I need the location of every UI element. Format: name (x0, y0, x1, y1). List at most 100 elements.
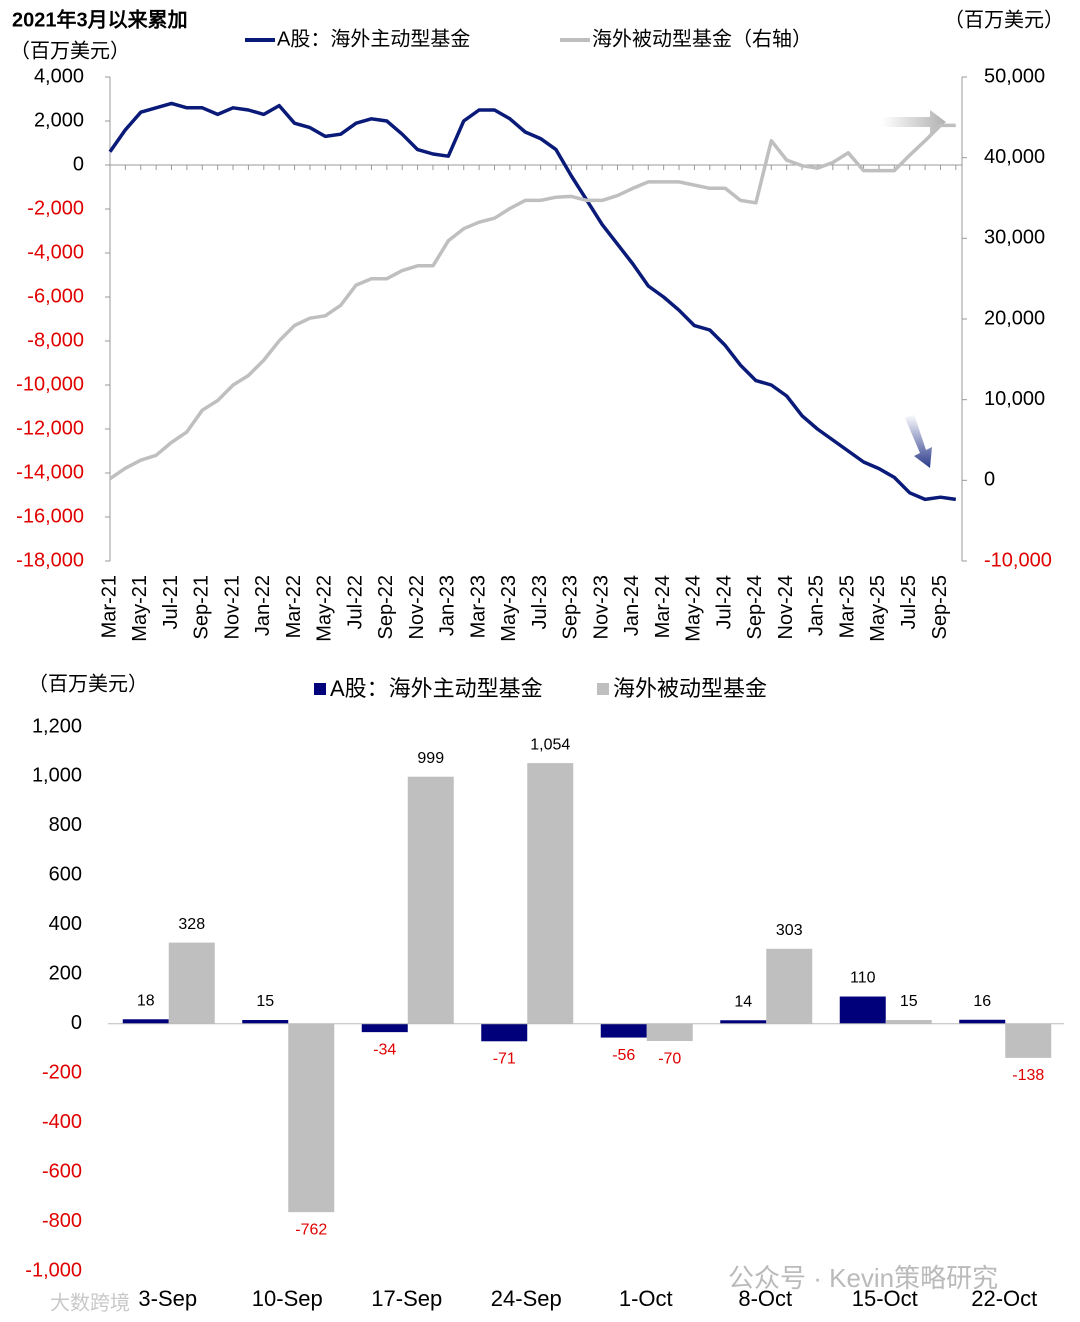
x-tick-label: Jul-21 (160, 575, 182, 629)
y-tick-label: -200 (42, 1061, 82, 1083)
y-axis-label: （百万美元） (28, 672, 148, 695)
x-tick-label: 3-Sep (138, 1286, 197, 1311)
y2-tick-label: 30,000 (984, 227, 1045, 249)
y-tick-label: -16,000 (16, 505, 84, 527)
y-tick-label: -800 (42, 1210, 82, 1232)
bar (527, 763, 574, 1024)
x-tick-label: Jan-23 (437, 575, 459, 636)
y-tick-label: 1,000 (32, 765, 82, 787)
y-tick-label: 2,000 (34, 109, 84, 131)
x-tick-label: Mar-22 (283, 575, 305, 638)
x-tick-label: Nov-23 (590, 575, 612, 639)
y-tick-label: -12,000 (16, 417, 84, 439)
value-label: -70 (658, 1050, 681, 1067)
line-series (109, 123, 956, 481)
bar (885, 1020, 932, 1024)
x-tick-label: Jul-25 (898, 575, 920, 629)
y2-tick-label: 50,000 (984, 65, 1045, 87)
x-tick-label: Sep-25 (929, 575, 951, 640)
bar (407, 776, 454, 1024)
x-tick-label: 8-Oct (738, 1286, 792, 1311)
x-tick-label: Nov-21 (221, 575, 243, 639)
x-tick-label: 1-Oct (619, 1286, 673, 1311)
y-tick-label: -2,000 (27, 197, 84, 219)
legend-swatch (314, 683, 326, 695)
x-tick-label: Nov-22 (406, 575, 428, 639)
value-label: -138 (1012, 1067, 1044, 1084)
bar (288, 1023, 335, 1213)
y-tick-label: 800 (49, 814, 82, 836)
y-tick-label: -6,000 (27, 285, 84, 307)
x-tick-label: Sep-22 (375, 575, 397, 640)
y-tick-label: 600 (49, 864, 82, 886)
bar (242, 1020, 289, 1024)
bar (361, 1023, 408, 1033)
bar (481, 1023, 528, 1042)
y-tick-label: -18,000 (16, 549, 84, 571)
y2-tick-label: -10,000 (984, 549, 1052, 571)
x-tick-label: May-24 (683, 575, 705, 642)
x-tick-label: May-23 (498, 575, 520, 642)
bar (122, 1019, 169, 1024)
y-tick-label: 200 (49, 963, 82, 985)
value-label: 15 (256, 993, 274, 1010)
y-tick-label: 0 (73, 153, 84, 175)
y-tick-label: -14,000 (16, 461, 84, 483)
y2-tick-label: 10,000 (984, 388, 1045, 410)
x-tick-label: 24-Sep (491, 1286, 562, 1311)
value-label: 303 (776, 922, 803, 939)
bar (646, 1023, 693, 1042)
legend-label: A股：海外主动型基金 (277, 27, 470, 50)
value-label: -56 (612, 1047, 635, 1064)
x-tick-label: Jul-23 (529, 575, 551, 629)
bar (959, 1019, 1006, 1024)
value-label: 1,054 (530, 736, 570, 753)
watermark: 大数跨境 (50, 1291, 130, 1314)
x-tick-label: Jul-24 (713, 575, 735, 629)
value-label: -34 (373, 1041, 396, 1058)
y2-tick-label: 0 (984, 469, 995, 491)
y-tick-label: 1,200 (32, 715, 82, 737)
value-label: 328 (178, 916, 205, 933)
x-tick-label: May-21 (129, 575, 151, 642)
x-tick-label: Mar-24 (652, 575, 674, 638)
arrow (882, 110, 946, 134)
x-tick-label: May-25 (867, 575, 889, 642)
bar (1005, 1023, 1052, 1058)
chart-title: 2021年3月以来累加 (12, 7, 188, 31)
value-label: 18 (137, 992, 155, 1009)
x-tick-label: 22-Oct (971, 1286, 1037, 1311)
x-tick-label: 10-Sep (252, 1286, 323, 1311)
y-tick-label: -400 (42, 1111, 82, 1133)
bar (766, 948, 813, 1024)
value-label: 14 (734, 993, 752, 1010)
x-tick-label: 17-Sep (371, 1286, 442, 1311)
y2-tick-label: 40,000 (984, 146, 1045, 168)
x-tick-label: Jul-22 (344, 575, 366, 629)
x-tick-label: Sep-23 (560, 575, 582, 640)
x-tick-label: Sep-21 (191, 575, 213, 640)
x-tick-label: Sep-24 (744, 575, 766, 640)
x-tick-label: Mar-23 (467, 575, 489, 638)
value-label: 16 (973, 993, 991, 1010)
x-tick-label: 15-Oct (852, 1286, 918, 1311)
bar (839, 996, 886, 1024)
bar (600, 1023, 647, 1038)
y-tick-label: -8,000 (27, 329, 84, 351)
y2-axis-label: （百万美元） (944, 8, 1064, 31)
y-axis-label: （百万美元） (10, 39, 130, 62)
x-tick-label: Mar-25 (836, 575, 858, 638)
y-tick-label: -4,000 (27, 241, 84, 263)
y-tick-label: -1,000 (25, 1259, 82, 1281)
value-label: -762 (295, 1221, 327, 1238)
x-tick-label: Jan-25 (806, 575, 828, 636)
y-tick-label: -600 (42, 1160, 82, 1182)
y-tick-label: -10,000 (16, 373, 84, 395)
x-tick-label: Jan-22 (252, 575, 274, 636)
bar (720, 1020, 767, 1024)
legend-swatch (597, 683, 609, 695)
y-tick-label: 0 (71, 1012, 82, 1034)
value-label: -71 (493, 1051, 516, 1068)
x-tick-label: May-22 (314, 575, 336, 642)
value-label: 15 (900, 993, 918, 1010)
